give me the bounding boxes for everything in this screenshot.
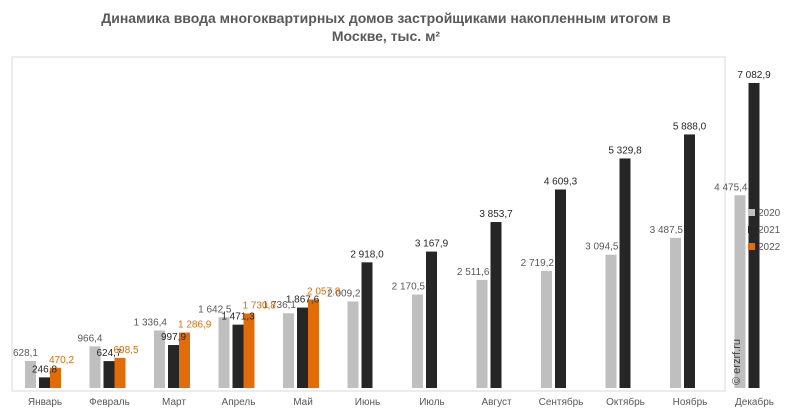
category-label: Сентябрь bbox=[539, 396, 584, 408]
category-label: Июль bbox=[419, 397, 445, 408]
bar-2020 bbox=[347, 301, 359, 388]
bar-2021 bbox=[555, 189, 566, 388]
bar-2022 bbox=[308, 299, 319, 388]
bar-2020 bbox=[605, 254, 617, 388]
data-label-2021: 997,9 bbox=[161, 332, 186, 343]
bar-2020 bbox=[25, 360, 36, 388]
data-label-2020: 1 336,4 bbox=[134, 317, 168, 328]
data-label-2022: 1 286,9 bbox=[178, 320, 212, 331]
bar-2020 bbox=[283, 313, 294, 388]
category-label: Январь bbox=[28, 397, 62, 408]
legend-swatch-2021 bbox=[748, 226, 755, 233]
category-label: Февраль bbox=[89, 397, 130, 408]
bar-2021 bbox=[619, 158, 631, 388]
data-label-2021: 624,7 bbox=[96, 348, 121, 359]
bar-2020 bbox=[218, 317, 230, 388]
bar-2020 bbox=[670, 237, 681, 388]
bar-2020 bbox=[476, 279, 488, 388]
category-label: Октябрь bbox=[606, 396, 645, 408]
data-label-2020: 3 094,5 bbox=[585, 242, 619, 253]
bar-2021 bbox=[361, 262, 373, 388]
data-label-2021: 1 867,6 bbox=[286, 295, 320, 306]
category-label: Март bbox=[162, 397, 186, 408]
category-label: Июнь bbox=[355, 397, 380, 408]
bar-2022 bbox=[243, 313, 255, 388]
bar-2020 bbox=[734, 195, 746, 388]
data-label-2020: 3 487,5 bbox=[650, 225, 684, 236]
data-label-2021: 3 853,7 bbox=[479, 209, 513, 220]
data-label-2020: 2 170,5 bbox=[392, 282, 426, 293]
bar-2022 bbox=[114, 357, 126, 388]
legend: 2020 2021 2022 bbox=[748, 208, 781, 253]
bar-2022 bbox=[179, 332, 190, 388]
category-axis: Январь Февраль Март Апрель Май Июнь Июль Август… bbox=[28, 396, 774, 408]
data-label-2020: 2 719,2 bbox=[521, 258, 555, 269]
legend-label-2022: 2022 bbox=[758, 242, 781, 253]
bar-2021 bbox=[168, 345, 179, 388]
legend-label-2020: 2020 bbox=[758, 208, 781, 219]
bar-2021 bbox=[748, 82, 760, 388]
bar-2021 bbox=[232, 324, 244, 388]
bar-2020 bbox=[541, 270, 552, 388]
data-label-2020: 1 736,1 bbox=[263, 300, 297, 311]
legend-swatch-2022 bbox=[748, 243, 755, 250]
data-label-2021: 3 167,9 bbox=[415, 239, 449, 250]
category-label: Май bbox=[293, 397, 313, 408]
data-label-2022: 698,5 bbox=[114, 345, 139, 356]
bar-2020 bbox=[89, 346, 101, 388]
bar-2021 bbox=[297, 307, 308, 388]
chart-title-line-2: Москве, тыс. м² bbox=[332, 28, 441, 44]
bar-2021 bbox=[103, 361, 115, 388]
data-label-2021: 4 609,3 bbox=[544, 176, 578, 187]
bar-2021 bbox=[684, 134, 695, 388]
bar-2022 bbox=[50, 367, 61, 388]
bar-2021 bbox=[490, 222, 502, 388]
bar-2020 bbox=[412, 294, 423, 388]
category-label: Ноябрь bbox=[673, 396, 708, 408]
category-label: Август bbox=[481, 397, 512, 408]
chart-title-line-1: Динамика ввода многоквартирных домов зас… bbox=[101, 10, 671, 26]
data-label-2022: 470,2 bbox=[49, 355, 74, 366]
bar-2020 bbox=[154, 330, 165, 388]
data-label-2021: 2 918,0 bbox=[350, 249, 384, 260]
data-label-2021: 1 471,3 bbox=[221, 312, 255, 323]
data-label-2021: 5 888,0 bbox=[673, 121, 707, 132]
data-label-2022: 1 730,8 bbox=[243, 300, 277, 311]
data-label-2021: 7 082,9 bbox=[737, 70, 771, 81]
data-label-2020: 2 009,2 bbox=[327, 288, 361, 299]
data-label-2022: 2 057,8 bbox=[307, 286, 341, 297]
legend-label-2021: 2021 bbox=[758, 225, 781, 236]
data-label-2020: 1 642,5 bbox=[198, 304, 232, 315]
category-label: Апрель bbox=[222, 397, 256, 408]
data-label-2020: 966,4 bbox=[77, 333, 102, 344]
data-label-2021: 5 329,8 bbox=[608, 145, 642, 156]
data-label-2021: 246,8 bbox=[32, 364, 57, 375]
bars-layer bbox=[25, 82, 760, 388]
data-label-2020: 628,1 bbox=[13, 348, 38, 359]
legend-swatch-2020 bbox=[748, 209, 755, 216]
data-label-2020: 4 475,4 bbox=[714, 182, 748, 193]
category-label: Декабрь bbox=[735, 396, 774, 408]
bar-2021 bbox=[426, 251, 437, 388]
data-label-2020: 2 511,6 bbox=[457, 267, 490, 278]
watermark: © erzrf.ru bbox=[731, 339, 743, 385]
bar-2021 bbox=[39, 377, 50, 388]
